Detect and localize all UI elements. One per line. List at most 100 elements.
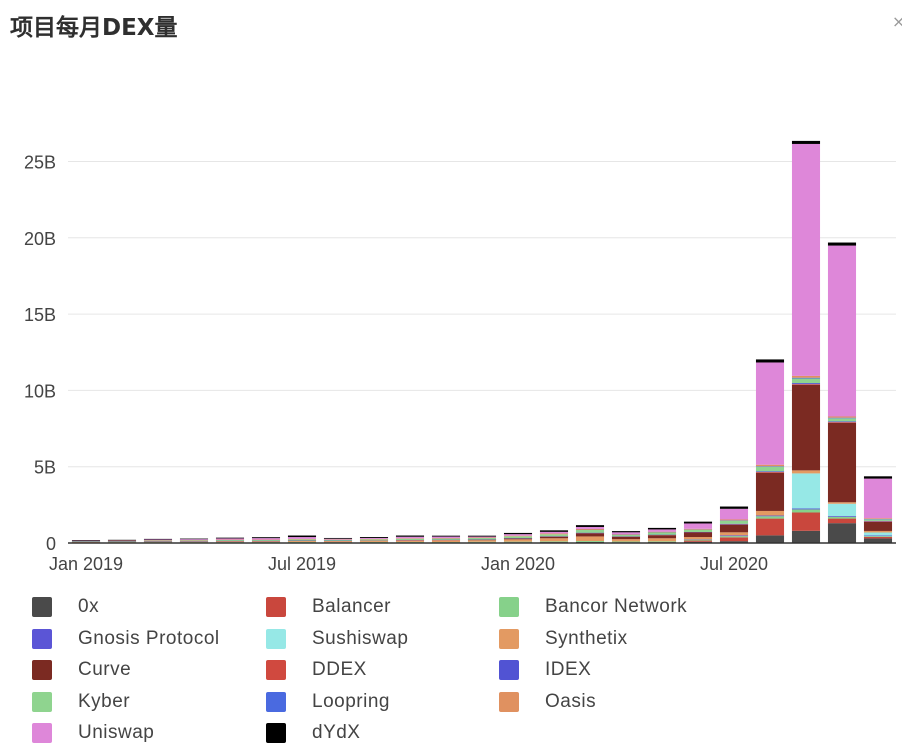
legend-item-oasis[interactable]: Oasis	[499, 689, 596, 715]
legend-item-gnosis-protocol[interactable]: Gnosis Protocol	[32, 626, 220, 652]
bar-segment-uniswap[interactable]	[647, 529, 677, 532]
bar-segment-dydx[interactable]	[791, 140, 821, 144]
bar-segment-oasis[interactable]	[395, 538, 425, 539]
bar-segment-curve[interactable]	[611, 536, 641, 540]
bar-segment-uniswap[interactable]	[863, 478, 893, 519]
bar-segment-synthetix[interactable]	[539, 538, 569, 542]
bar-segment-oasis[interactable]	[755, 464, 785, 467]
bar-segment-kyber[interactable]	[215, 539, 245, 541]
bar-segment-synthetix[interactable]	[359, 540, 389, 542]
bar-segment-idex[interactable]	[683, 531, 713, 533]
bar-segment-uniswap[interactable]	[683, 523, 713, 529]
bar-segment-oasis[interactable]	[719, 519, 749, 521]
bar-segment-balancer[interactable]	[719, 537, 749, 542]
bar-segment-idex[interactable]	[431, 539, 461, 541]
bar-segment-oasis[interactable]	[107, 540, 137, 542]
bar-segment-uniswap[interactable]	[143, 539, 173, 541]
bar-segment-bancor-network[interactable]	[431, 541, 461, 543]
legend-item-synthetix[interactable]: Synthetix	[499, 626, 628, 652]
bar-segment-kyber[interactable]	[611, 534, 641, 537]
bar-segment-ddex[interactable]	[719, 524, 749, 525]
bar-segment-synthetix[interactable]	[719, 532, 749, 536]
bar-segment-curve[interactable]	[539, 536, 569, 539]
bar-segment-oasis[interactable]	[791, 375, 821, 378]
bar-segment-dydx[interactable]	[143, 538, 173, 540]
bar-segment-kyber[interactable]	[827, 418, 857, 422]
bar-segment-dydx[interactable]	[719, 506, 749, 509]
bar-segment-idex[interactable]	[251, 540, 281, 542]
bar-segment-synthetix[interactable]	[179, 541, 209, 543]
bar-segment-dydx[interactable]	[107, 539, 137, 541]
bar-segment-bancor-network[interactable]	[791, 509, 821, 513]
bar-segment-idex[interactable]	[503, 537, 533, 539]
bar-segment-sushiswap[interactable]	[863, 532, 893, 536]
bar-segment-dydx[interactable]	[683, 521, 713, 524]
bar-segment-idex[interactable]	[179, 540, 209, 542]
bar-segment-bancor-network[interactable]	[467, 541, 497, 543]
bar-segment-oasis[interactable]	[431, 537, 461, 539]
bar-segment-idex[interactable]	[467, 539, 497, 540]
bar-segment-0x[interactable]	[827, 523, 857, 543]
bar-segment-oasis[interactable]	[215, 539, 245, 540]
bar-segment-oasis[interactable]	[575, 528, 605, 530]
bar-segment-kyber[interactable]	[539, 534, 569, 537]
bar-segment-ddex[interactable]	[755, 472, 785, 473]
legend-item-0x[interactable]: 0x	[32, 594, 99, 620]
legend-item-ddex[interactable]: DDEX	[266, 657, 367, 683]
bar-segment-idex[interactable]	[107, 541, 137, 542]
bar-segment-synthetix[interactable]	[71, 541, 101, 543]
bar-segment-kyber[interactable]	[323, 539, 353, 541]
bar-segment-idex[interactable]	[143, 541, 173, 542]
bar-segment-balancer[interactable]	[683, 540, 713, 542]
legend-item-idex[interactable]: IDEX	[499, 657, 591, 683]
bar-segment-uniswap[interactable]	[827, 245, 857, 417]
bar-segment-bancor-network[interactable]	[359, 541, 389, 543]
bar-segment-curve[interactable]	[755, 472, 785, 511]
bar-segment-idex[interactable]	[647, 534, 677, 536]
bar-segment-kyber[interactable]	[143, 540, 173, 542]
bar-segment-dydx[interactable]	[431, 535, 461, 537]
bar-segment-curve[interactable]	[863, 521, 893, 531]
bar-segment-kyber[interactable]	[431, 538, 461, 540]
bar-segment-ddex[interactable]	[791, 384, 821, 385]
bar-segment-idex[interactable]	[791, 383, 821, 385]
bar-segment-synthetix[interactable]	[467, 540, 497, 542]
bar-segment-gnosis-protocol[interactable]	[827, 515, 857, 517]
bar-segment-idex[interactable]	[215, 540, 245, 542]
bar-segment-loopring[interactable]	[755, 466, 785, 467]
bar-segment-kyber[interactable]	[647, 532, 677, 535]
bar-segment-oasis[interactable]	[863, 518, 893, 520]
bar-segment-kyber[interactable]	[575, 530, 605, 533]
bar-segment-synthetix[interactable]	[143, 541, 173, 543]
bar-segment-sushiswap[interactable]	[791, 473, 821, 509]
bar-segment-synthetix[interactable]	[791, 470, 821, 474]
bar-segment-kyber[interactable]	[719, 520, 749, 524]
bar-segment-dydx[interactable]	[647, 527, 677, 530]
bar-segment-kyber[interactable]	[791, 378, 821, 384]
bar-segment-dydx[interactable]	[575, 525, 605, 527]
bar-segment-synthetix[interactable]	[395, 540, 425, 542]
bar-segment-loopring[interactable]	[719, 520, 749, 521]
bar-segment-idex[interactable]	[611, 536, 641, 537]
legend-item-balancer[interactable]: Balancer	[266, 594, 391, 620]
bar-segment-dydx[interactable]	[863, 476, 893, 479]
bar-segment-idex[interactable]	[287, 540, 317, 541]
bar-segment-synthetix[interactable]	[575, 536, 605, 542]
bar-segment-bancor-network[interactable]	[575, 541, 605, 542]
bar-segment-balancer[interactable]	[863, 536, 893, 539]
bar-segment-synthetix[interactable]	[683, 537, 713, 540]
bar-segment-bancor-network[interactable]	[755, 516, 785, 519]
bar-segment-uniswap[interactable]	[719, 508, 749, 520]
bar-segment-gnosis-protocol[interactable]	[863, 535, 893, 537]
bar-segment-bancor-network[interactable]	[539, 541, 569, 543]
bar-segment-uniswap[interactable]	[467, 536, 497, 538]
bar-segment-uniswap[interactable]	[359, 537, 389, 539]
bar-segment-oasis[interactable]	[683, 528, 713, 530]
bar-segment-loopring[interactable]	[791, 377, 821, 379]
bar-segment-dydx[interactable]	[503, 532, 533, 535]
bar-segment-oasis[interactable]	[647, 531, 677, 533]
bar-segment-oasis[interactable]	[251, 539, 281, 540]
legend-item-dydx[interactable]: dYdX	[266, 720, 360, 746]
bar-segment-uniswap[interactable]	[323, 538, 353, 540]
bar-segment-oasis[interactable]	[467, 537, 497, 538]
